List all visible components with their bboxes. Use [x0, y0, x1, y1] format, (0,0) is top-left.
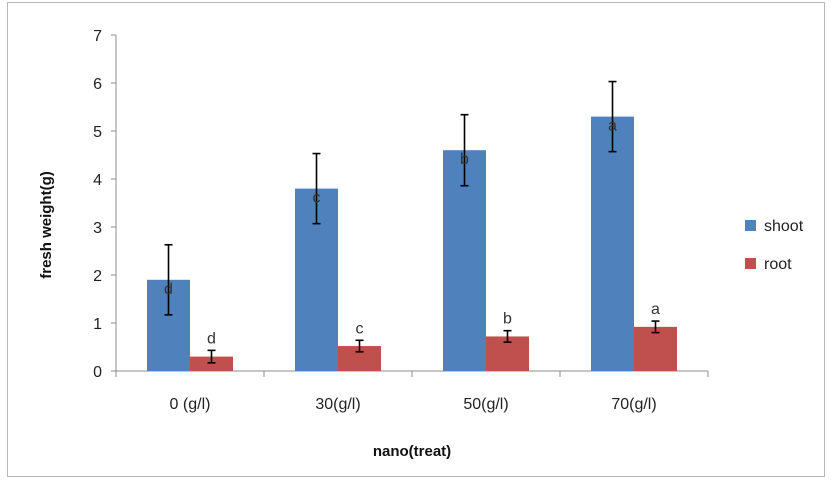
x-axis-title: nano(treat): [373, 443, 451, 460]
sig-label-root-2: b: [503, 311, 512, 328]
y-tick-label: 1: [93, 316, 102, 333]
x-axis: 0 (g/l) 30(g/l) 50(g/l) 70(g/l): [115, 370, 709, 413]
y-tick-label: 5: [93, 124, 102, 141]
error-bars: [164, 80, 660, 364]
x-tick-label: 0 (g/l): [170, 396, 211, 413]
legend-swatch-shoot: [745, 220, 756, 231]
sig-label-root-1: c: [356, 320, 364, 337]
x-tick-label: 70(g/l): [611, 396, 656, 413]
y-tick-label: 7: [93, 28, 102, 45]
legend-label-shoot: shoot: [764, 218, 804, 235]
legend-label-root: root: [764, 256, 792, 273]
y-tick-label: 6: [93, 76, 102, 93]
bar-shoot-2: [443, 150, 486, 371]
y-tick-label: 2: [93, 268, 102, 285]
x-tick-label: 50(g/l): [463, 396, 508, 413]
legend: shoot root: [745, 218, 804, 273]
sig-label-shoot-3: a: [608, 118, 617, 135]
legend-swatch-root: [745, 258, 756, 269]
sig-label-root-0: d: [207, 330, 216, 347]
y-tick-label: 0: [93, 364, 102, 381]
significance-labels: d c b a d c b a: [164, 118, 660, 348]
sig-label-root-3: a: [651, 301, 660, 318]
x-tick-label: 30(g/l): [315, 396, 360, 413]
bar-shoot-3: [591, 116, 634, 371]
y-tick-label: 4: [93, 172, 102, 189]
sig-label-shoot-2: b: [460, 151, 469, 168]
bar-root-0: [190, 356, 233, 371]
sig-label-shoot-0: d: [164, 281, 173, 298]
y-tick-label: 3: [93, 220, 102, 237]
bar-root-3: [634, 326, 677, 371]
sig-label-shoot-1: c: [313, 190, 321, 207]
bars: [147, 116, 677, 371]
y-axis: 0 1 2 3 4 5 6 7: [93, 28, 117, 381]
chart-frame: [7, 2, 825, 477]
y-axis-title: fresh weight(g): [38, 171, 55, 279]
